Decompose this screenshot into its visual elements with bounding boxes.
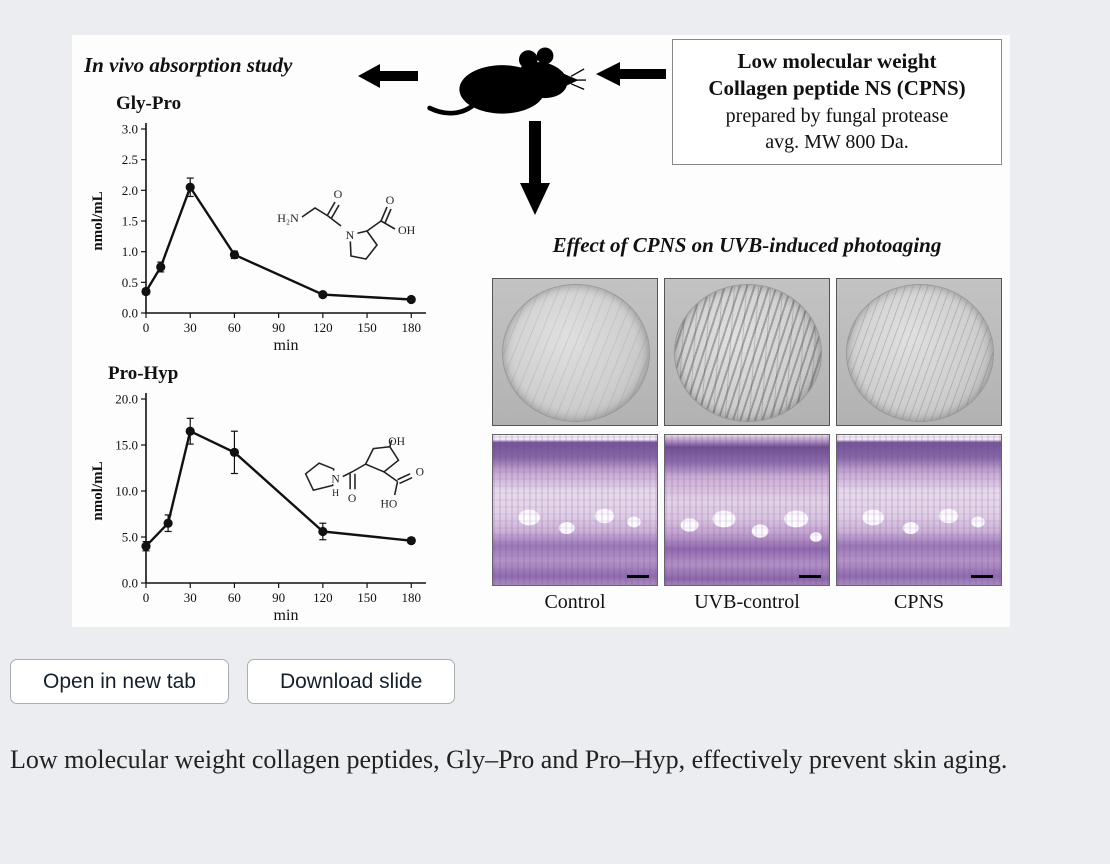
- histology-row: [492, 434, 1002, 586]
- download-slide-button[interactable]: Download slide: [246, 659, 456, 705]
- gly-pro-plot: 0.0 0.5 1.0 1.5 2.0 2.5 3.0 0 30 60 90 120 150 180 min…: [90, 122, 426, 354]
- gly-pro-chart-title: Gly-Pro: [116, 93, 182, 114]
- svg-text:120: 120: [313, 590, 333, 605]
- svg-text:min: min: [274, 337, 299, 354]
- svg-text:10.0: 10.0: [115, 484, 138, 499]
- atom-label: H₂N: [277, 211, 299, 225]
- skin-replica-control: [492, 278, 658, 426]
- atom-label: O: [348, 492, 356, 505]
- cpns-box-line: Low molecular weight: [737, 49, 937, 73]
- svg-text:150: 150: [357, 320, 377, 335]
- atom-label: H: [332, 488, 339, 499]
- svg-text:15.0: 15.0: [115, 438, 138, 453]
- svg-text:20.0: 20.0: [115, 392, 138, 407]
- svg-text:120: 120: [313, 320, 333, 335]
- scale-bar: [799, 575, 821, 578]
- svg-text:180: 180: [402, 320, 422, 335]
- atom-label: O: [416, 466, 424, 479]
- gly-pro-structure: H₂N O N O OH: [277, 187, 416, 260]
- atom-label: OH: [388, 437, 405, 448]
- svg-text:150: 150: [357, 590, 377, 605]
- figure-toolbar: Open in new tab Download slide: [10, 659, 456, 705]
- svg-text:min: min: [274, 607, 299, 624]
- svg-text:0: 0: [143, 320, 150, 335]
- svg-text:2.5: 2.5: [122, 152, 138, 167]
- open-in-new-tab-button[interactable]: Open in new tab: [10, 659, 229, 705]
- mouse-icon: [427, 47, 586, 116]
- histology-control: [492, 434, 658, 586]
- scale-bar: [627, 575, 649, 578]
- skin-replica-cpns: [836, 278, 1002, 426]
- panel-label-control: Control: [544, 591, 606, 613]
- effect-section-title: Effect of CPNS on UVB-induced photoaging: [552, 233, 942, 257]
- svg-text:5.0: 5.0: [122, 530, 138, 545]
- svg-text:90: 90: [272, 320, 285, 335]
- svg-text:60: 60: [228, 320, 241, 335]
- skin-replica-row: [492, 278, 1002, 426]
- svg-text:30: 30: [184, 590, 197, 605]
- svg-text:0.0: 0.0: [122, 576, 138, 591]
- panel-label-cpns: CPNS: [893, 591, 945, 613]
- svg-text:0.0: 0.0: [122, 306, 138, 321]
- skin-replica-uvb-control: [664, 278, 830, 426]
- arrow-left-to-mouse-icon: [596, 62, 666, 86]
- atom-label: N: [346, 228, 355, 242]
- svg-text:nmol/mL: nmol/mL: [90, 461, 106, 520]
- panel-label-row: Control UVB-control CPNS: [492, 591, 1002, 614]
- svg-text:2.0: 2.0: [122, 183, 138, 198]
- svg-text:30: 30: [184, 320, 197, 335]
- panel-label-uvb-control: UVB-control: [694, 591, 800, 613]
- svg-text:3.0: 3.0: [122, 122, 138, 137]
- cpns-box-line: prepared by fungal protease: [725, 104, 949, 127]
- svg-text:nmol/mL: nmol/mL: [90, 191, 106, 250]
- figure-image: In vivo absorption study Low molecular: [72, 35, 1010, 627]
- arrow-down-icon: [520, 121, 550, 215]
- scale-bar: [971, 575, 993, 578]
- arrow-left-to-study-icon: [358, 64, 418, 88]
- cpns-box-line: Collagen peptide NS (CPNS): [708, 76, 966, 101]
- svg-text:90: 90: [272, 590, 285, 605]
- atom-label: HO: [380, 498, 397, 511]
- svg-text:0: 0: [143, 590, 150, 605]
- svg-text:1.5: 1.5: [122, 214, 138, 229]
- svg-text:0.5: 0.5: [122, 275, 138, 290]
- invivo-study-title: In vivo absorption study: [84, 53, 293, 77]
- atom-label: O: [334, 187, 343, 201]
- histology-uvb-control: [664, 434, 830, 586]
- cpns-description-box: Low molecular weight Collagen peptide NS…: [672, 39, 1002, 165]
- pro-hyp-plot: 0.0 5.0 10.0 15.0 20.0 0 30 60 90 120 150 180 min nmo…: [90, 392, 426, 624]
- svg-text:180: 180: [402, 590, 422, 605]
- svg-text:60: 60: [228, 590, 241, 605]
- figure-caption: Low molecular weight collagen peptides, …: [10, 745, 1008, 774]
- pro-hyp-chart-title: Pro-Hyp: [108, 363, 179, 384]
- atom-label: OH: [398, 223, 416, 237]
- atom-label: O: [386, 193, 395, 207]
- histology-cpns: [836, 434, 1002, 586]
- svg-text:1.0: 1.0: [122, 244, 138, 259]
- replica-disc: [675, 285, 821, 421]
- cpns-box-line: avg. MW 800 Da.: [765, 130, 909, 153]
- replica-disc: [503, 285, 649, 421]
- atom-label: N: [331, 473, 340, 486]
- replica-disc: [847, 285, 993, 421]
- pro-hyp-structure: N H O OH O HO: [304, 437, 424, 511]
